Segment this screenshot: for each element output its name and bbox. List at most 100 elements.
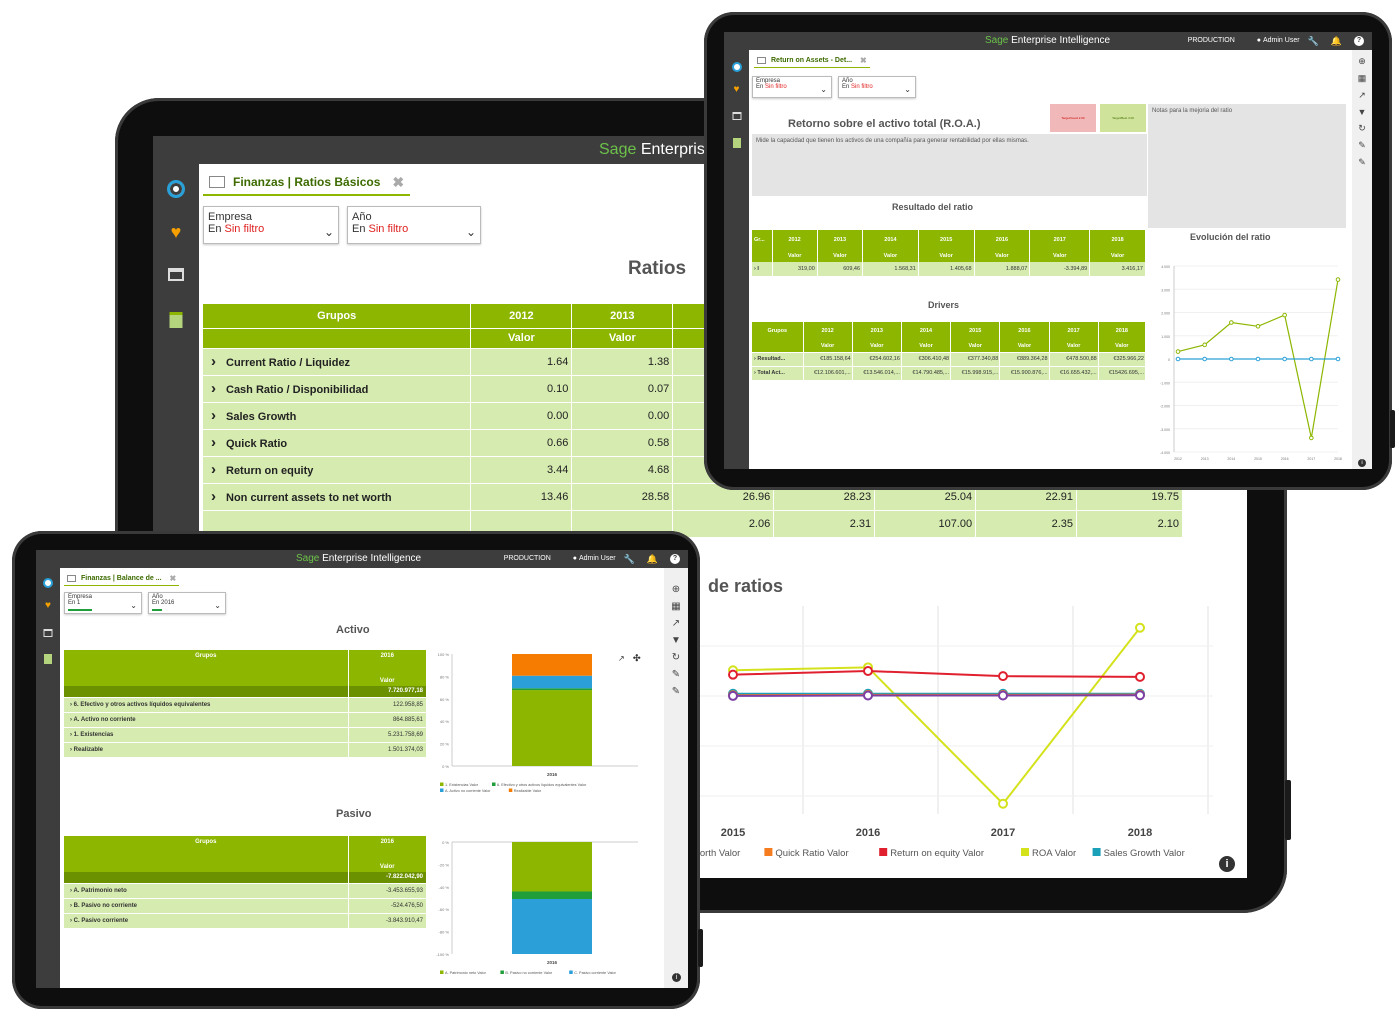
chevron-right-icon[interactable]: › xyxy=(754,356,756,362)
chevron-down-icon[interactable]: ⌄ xyxy=(465,225,476,239)
export-icon[interactable]: ↗ xyxy=(1358,90,1366,100)
data-point[interactable] xyxy=(1229,320,1234,325)
tab-ratios-basicos[interactable]: Finanzas | Ratios Básicos ✖ xyxy=(203,170,411,196)
bar-segment[interactable] xyxy=(512,688,592,691)
heart-icon[interactable]: ♥ xyxy=(733,84,740,95)
heart-icon[interactable]: ♥ xyxy=(45,600,51,611)
bar-segment[interactable] xyxy=(512,690,592,766)
eyedropper-icon[interactable]: ✎ xyxy=(671,686,681,697)
close-icon[interactable]: ✖ xyxy=(169,574,177,583)
back-icon[interactable]: ⊕ xyxy=(1358,56,1366,66)
ano-filter[interactable]: Año En Sin filtro ⌄ xyxy=(347,206,481,244)
legend-label[interactable]: Return on equity Valor xyxy=(890,848,984,859)
refresh-icon[interactable]: ↻ xyxy=(1358,123,1366,133)
table-row[interactable]: › I 319,00 609,46 1.568,31 1.405,68 1.888,07-… xyxy=(752,262,1146,276)
chevron-right-icon[interactable]: › xyxy=(70,701,72,708)
legend-label[interactable]: Sales Growth Valor xyxy=(1104,848,1185,859)
table-row[interactable]: › 6. Efectivo y otros activos líquidos e… xyxy=(64,697,426,712)
chevron-right-icon[interactable]: › xyxy=(754,266,756,272)
user-name[interactable]: Admin User xyxy=(578,555,616,562)
close-icon[interactable]: ✖ xyxy=(392,173,405,190)
wrench-icon[interactable]: 🔧 xyxy=(1307,36,1319,46)
wrench-icon[interactable]: 🔧 xyxy=(623,554,635,564)
table-row[interactable]: › C. Pasivo corriente -3.843.910,47 xyxy=(64,913,426,928)
data-point[interactable] xyxy=(1309,435,1314,441)
tab-return-on-assets[interactable]: Return on Assets - Det... ✖ xyxy=(754,54,870,68)
report-icon[interactable] xyxy=(44,654,52,664)
notes-panel[interactable]: Notas para la mejoria del ratio xyxy=(1148,104,1346,228)
data-point[interactable] xyxy=(863,666,873,676)
legend-label[interactable]: Realizable Valor xyxy=(514,789,542,793)
bar-segment[interactable] xyxy=(512,654,592,676)
ano-filter[interactable]: Año En 2016 ⌄ xyxy=(148,592,226,614)
chevron-right-icon[interactable]: › xyxy=(754,370,756,377)
table-row[interactable]: › Resultad... €185.158,64 €254.602,16 €306.… xyxy=(752,352,1147,366)
legend-label[interactable]: 1. Existencias Valor xyxy=(445,783,479,787)
data-point[interactable] xyxy=(1229,356,1234,362)
legend-label[interactable]: Quick Ratio Valor xyxy=(775,848,848,859)
chevron-right-icon[interactable]: › xyxy=(70,917,72,924)
data-point[interactable] xyxy=(1202,342,1207,348)
grid-icon[interactable]: ▦ xyxy=(1357,73,1367,83)
grid-icon[interactable]: ▦ xyxy=(671,601,681,612)
data-point[interactable] xyxy=(1335,277,1341,282)
bell-icon[interactable]: 🔔 xyxy=(1330,36,1342,46)
chevron-right-icon[interactable]: › xyxy=(70,887,72,894)
chevron-right-icon[interactable]: › xyxy=(211,434,216,451)
chevron-right-icon[interactable]: › xyxy=(211,353,216,370)
bar-segment[interactable] xyxy=(512,891,592,900)
legend-label[interactable]: C. Pasivo corriente Valor xyxy=(574,971,616,975)
empresa-filter[interactable]: Empresa En 1 ⌄ xyxy=(64,592,142,614)
legend-label[interactable]: A. Patrimonio neto Valor xyxy=(445,971,487,975)
tab-balance[interactable]: Finanzas | Balance de ... ✖ xyxy=(64,572,180,586)
chevron-right-icon[interactable]: › xyxy=(70,731,72,738)
table-row[interactable]: › 1. Existencias 5.231.758,69 xyxy=(64,727,426,742)
home-icon[interactable] xyxy=(731,62,742,72)
legend-label[interactable]: A. Activo no corriente Valor xyxy=(445,789,491,793)
report-icon[interactable] xyxy=(732,138,741,148)
bar-segment[interactable] xyxy=(512,899,592,954)
export-icon[interactable]: ↗ xyxy=(671,618,681,629)
empresa-filter[interactable]: Empresa En Sin filtro ⌄ xyxy=(752,76,832,98)
back-icon[interactable]: ⊕ xyxy=(671,584,681,595)
help-icon[interactable]: ? xyxy=(1354,36,1364,46)
heart-icon[interactable]: ♥ xyxy=(170,222,182,242)
table-row[interactable]: › Realizable 1.501.374,03 xyxy=(64,742,426,757)
data-point[interactable] xyxy=(1175,349,1181,354)
help-icon[interactable]: ? xyxy=(670,554,680,564)
filter-icon[interactable]: ▼ xyxy=(1357,107,1367,117)
chevron-right-icon[interactable]: › xyxy=(211,380,216,397)
dashboard-icon[interactable] xyxy=(43,629,53,637)
refresh-icon[interactable]: ↻ xyxy=(671,652,681,663)
data-point[interactable] xyxy=(998,690,1008,701)
pencil-icon[interactable]: ✎ xyxy=(671,669,681,680)
empresa-filter[interactable]: Empresa En Sin filtro ⌄ xyxy=(203,206,339,244)
data-point[interactable] xyxy=(998,798,1008,809)
data-point[interactable] xyxy=(1175,356,1181,362)
table-row[interactable]: › A. Activo no corriente 864.885,61 xyxy=(64,712,426,727)
eyedropper-icon[interactable]: ✎ xyxy=(1358,157,1366,167)
data-point[interactable] xyxy=(998,671,1008,682)
user-icon[interactable]: ● xyxy=(572,555,577,562)
chevron-right-icon[interactable]: › xyxy=(70,746,72,753)
dashboard-icon[interactable] xyxy=(732,112,741,120)
filter-icon[interactable]: ▼ xyxy=(671,635,681,646)
chevron-down-icon[interactable]: ⌄ xyxy=(323,225,334,239)
user-icon[interactable]: ● xyxy=(1256,37,1261,44)
dashboard-icon[interactable] xyxy=(168,268,184,281)
chevron-right-icon[interactable]: › xyxy=(211,488,216,505)
table-row[interactable]: › B. Pasivo no corriente -524.476,50 xyxy=(64,898,426,913)
legend-label[interactable]: B. Pasivo no corriente Valor xyxy=(505,971,553,975)
data-point[interactable] xyxy=(863,690,873,701)
chevron-right-icon[interactable]: › xyxy=(211,461,216,478)
legend-label[interactable]: ROA Valor xyxy=(1032,848,1076,859)
chevron-down-icon[interactable]: ⌄ xyxy=(214,601,221,610)
bar-segment[interactable] xyxy=(512,675,592,689)
bell-icon[interactable]: 🔔 xyxy=(646,554,658,564)
chevron-down-icon[interactable]: ⌄ xyxy=(820,85,827,94)
data-point[interactable] xyxy=(1282,356,1287,362)
data-point[interactable] xyxy=(1282,312,1287,318)
bar-segment[interactable] xyxy=(512,842,592,892)
chevron-down-icon[interactable]: ⌄ xyxy=(904,85,911,94)
info-icon[interactable]: i xyxy=(1358,459,1366,467)
